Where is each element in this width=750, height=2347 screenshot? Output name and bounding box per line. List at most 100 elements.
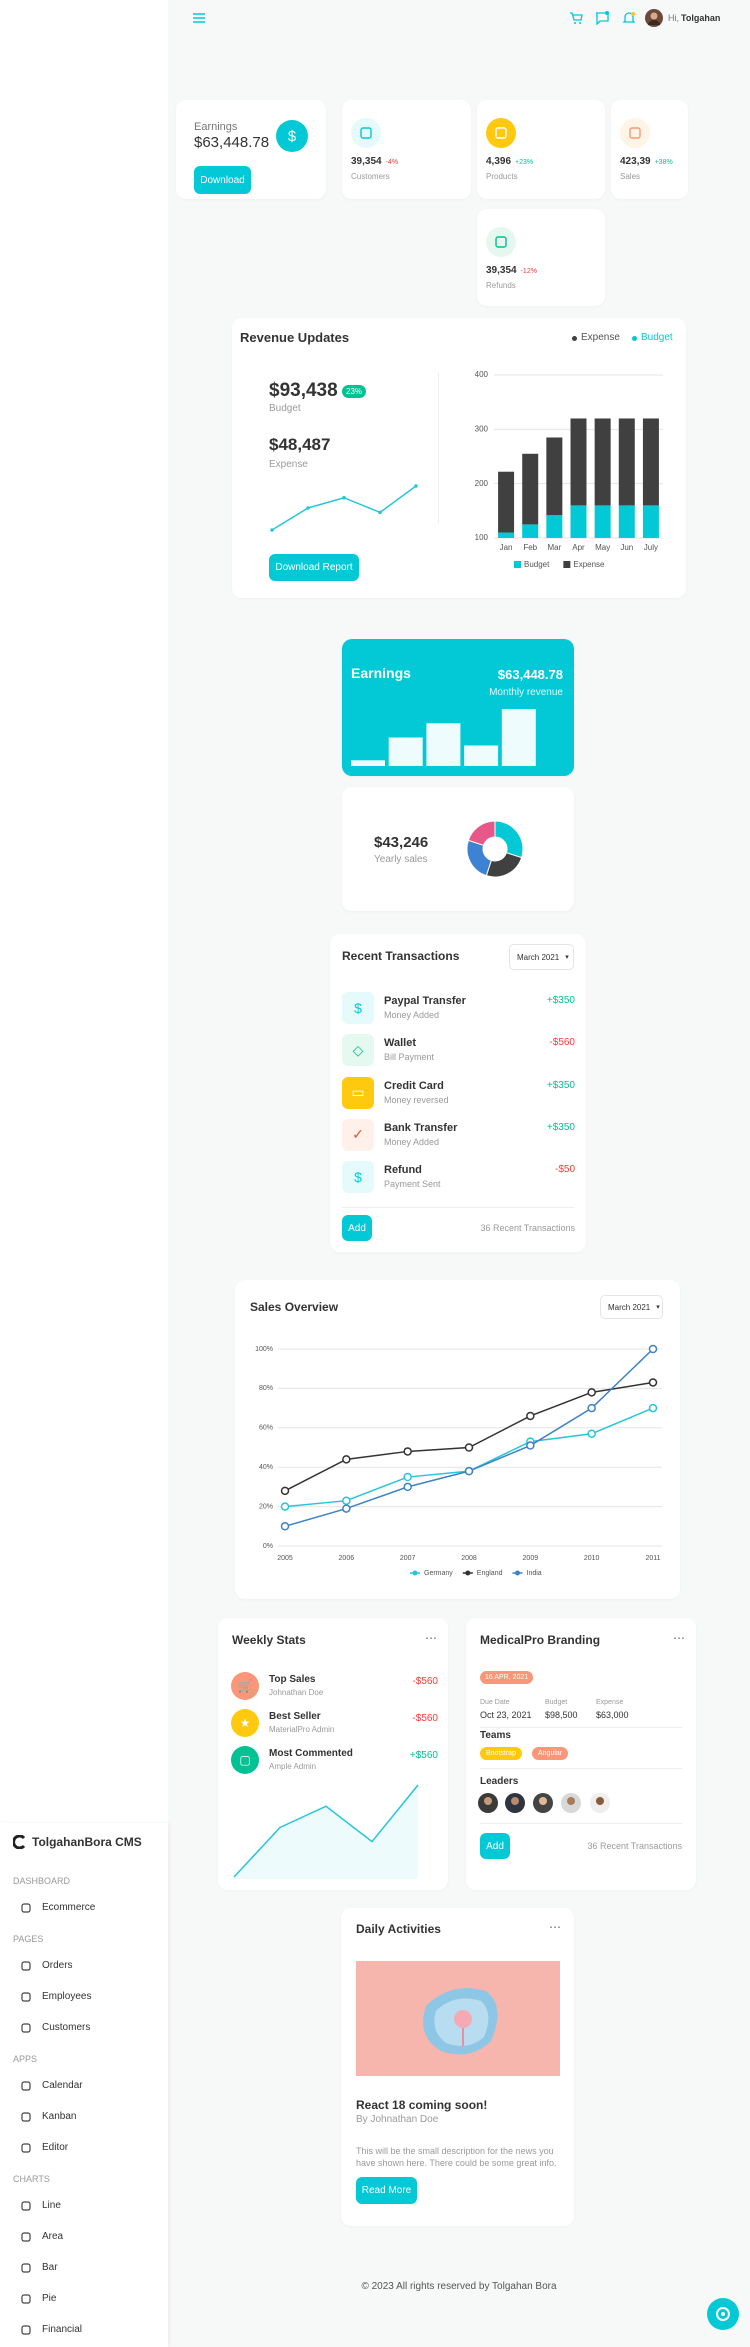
stat-value: 39,354 (351, 156, 382, 167)
nav-item[interactable]: Kanban (42, 2111, 77, 2122)
transaction-subtitle: Money reversed (384, 1094, 449, 1105)
x-tick-label: Feb (523, 543, 537, 552)
budget-sparkline (270, 484, 418, 532)
nav-icon (21, 2201, 31, 2211)
item-amount: +$560 (409, 1750, 438, 1761)
stat-row: 4,396 +23% (486, 155, 533, 170)
sparkline-point (414, 484, 418, 488)
nav-item[interactable]: Employees (42, 1991, 92, 2002)
team-badge: Bootstrap (480, 1747, 522, 1760)
card-title: Revenue Updates (240, 330, 350, 345)
nav-item[interactable]: Area (42, 2231, 64, 2242)
greeting: Hi, (668, 13, 679, 23)
filter-dropdown[interactable]: March 2021 ▾ (600, 1295, 663, 1319)
field-label: Expense (596, 1699, 624, 1706)
filter-dropdown[interactable]: March 2021 ▾ (509, 944, 574, 970)
transaction-icon: $ (342, 1161, 374, 1193)
transaction-icon: $ (342, 992, 374, 1024)
read-more-button[interactable]: Read More (356, 2177, 417, 2204)
filter-label: March 2021 (517, 952, 560, 962)
earnings-amount: $63,448.78 (194, 134, 270, 151)
download-report-button[interactable]: Download Report (269, 554, 359, 581)
expense-label: Expense (269, 459, 308, 470)
stat-label: Customers (351, 172, 390, 181)
separator (342, 1207, 575, 1208)
divider (438, 373, 439, 523)
nav-icon (21, 2143, 31, 2153)
legend-label: Budget (641, 332, 673, 343)
chat-icon[interactable] (595, 11, 609, 25)
legend-swatch (563, 561, 571, 568)
avatar[interactable] (645, 9, 663, 27)
nav-item[interactable]: Editor (42, 2142, 69, 2153)
bar-segment (570, 418, 587, 506)
nav-icon-shape (21, 2263, 31, 2273)
nav-item[interactable]: Ecommerce (42, 1902, 96, 1913)
add-button[interactable]: Add (480, 1833, 510, 1859)
item-subtitle: MaterialPro Admin (269, 1725, 335, 1734)
item-subtitle: Ample Admin (269, 1762, 317, 1771)
series-point (464, 1466, 474, 1476)
monthly-subtitle: Monthly revenue (489, 687, 563, 698)
series-point (526, 1411, 535, 1421)
bar-segment (618, 505, 635, 538)
budget-label: Budget (269, 403, 301, 414)
nav-item[interactable]: Customers (42, 2022, 91, 2033)
series-point (342, 1455, 351, 1464)
more-menu[interactable]: ⋯ (549, 1920, 561, 1934)
icon-bg (486, 227, 516, 257)
bar (501, 709, 536, 766)
stat-change: +38% (654, 159, 673, 166)
separator (480, 1768, 682, 1769)
filter-label: March 2021 (608, 1302, 651, 1312)
weekly-sparkline (233, 1784, 419, 1879)
nav-item[interactable]: Financial (42, 2324, 83, 2335)
bar-segment (546, 515, 563, 538)
nav-icon (21, 2232, 31, 2242)
user-name[interactable]: Tolgahan (681, 13, 721, 23)
nav-item[interactable]: Pie (42, 2293, 57, 2304)
nav-icon-shape (21, 1903, 31, 1913)
x-tick-label: May (595, 543, 610, 552)
nav-item[interactable]: Line (42, 2200, 61, 2211)
nav-item[interactable]: Bar (42, 2262, 58, 2273)
x-tick-label: 2006 (339, 1555, 355, 1562)
series-point (342, 1496, 351, 1505)
settings-button[interactable] (707, 2298, 739, 2330)
bar-segment (570, 505, 587, 538)
icon-bg (351, 118, 381, 148)
sparkline-point (270, 528, 274, 532)
x-tick-label: Apr (572, 543, 585, 552)
transactions-count: 36 Recent Transactions (480, 1223, 575, 1233)
donut-slice (494, 820, 524, 859)
legend-swatch (514, 561, 521, 568)
logo (13, 1835, 26, 1849)
y-tick-label: 100% (255, 1346, 273, 1353)
cart-icon[interactable] (569, 11, 583, 25)
x-tick-label: Jun (620, 543, 633, 552)
nav-icon (21, 2023, 31, 2033)
more-menu[interactable]: ⋯ (425, 1631, 437, 1645)
headline: React 18 coming soon! (356, 2098, 488, 2112)
bell-icon[interactable] (622, 11, 636, 25)
bar (388, 737, 423, 766)
bar-segment (642, 418, 659, 506)
transaction-subtitle: Bill Payment (384, 1052, 435, 1063)
stat-row: 39,354 -4% (351, 155, 398, 170)
add-button[interactable]: Add (342, 1215, 372, 1241)
icon-bg (620, 118, 650, 148)
stat-icon: ▢ (231, 1746, 259, 1774)
footer: © 2023 All rights reserved by Tolgahan B… (361, 2281, 557, 2292)
nav-item[interactable]: Orders (42, 1960, 73, 1971)
nav-item[interactable]: Calendar (42, 2080, 83, 2091)
section-label: PAGES (13, 1934, 44, 1944)
nav-icon (21, 2294, 31, 2304)
news-image (356, 1961, 560, 2076)
more-menu[interactable]: ⋯ (673, 1631, 685, 1645)
sparkline-point (378, 510, 382, 515)
menu-icon[interactable] (192, 11, 206, 25)
stat-value: 39,354 (486, 265, 517, 276)
legend-dot (412, 1570, 418, 1576)
download-button[interactable]: Download (194, 166, 251, 194)
series-point (587, 1403, 596, 1413)
